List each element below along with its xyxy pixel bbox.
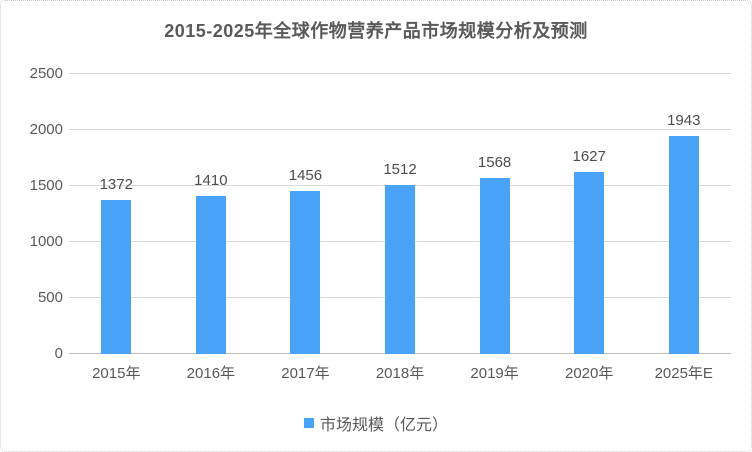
bar-value-label: 1410 xyxy=(194,172,228,190)
bar-slot: 1372 xyxy=(69,74,164,354)
x-axis: 2015年 2016年 2017年 2018年 2019年 2020年 2025年E xyxy=(69,364,731,384)
bar xyxy=(385,184,416,354)
y-tick-label: 1000 xyxy=(29,233,63,250)
y-tick-label: 2500 xyxy=(29,65,63,82)
bar-series: 1372 1410 1456 1512 1568 1627 1943 xyxy=(69,74,731,354)
x-tick-label: 2020年 xyxy=(564,365,614,382)
bar xyxy=(574,171,605,354)
gridline xyxy=(69,73,731,74)
x-tick-label: 2019年 xyxy=(470,365,519,382)
y-tick-label: 2000 xyxy=(29,121,63,138)
bar-slot: 1568 xyxy=(447,74,542,354)
bar-slot: 1943 xyxy=(636,74,731,354)
legend-swatch-icon xyxy=(303,418,314,428)
x-tick-label: 2017年 xyxy=(281,365,330,382)
plot-area: 1372 1410 1456 1512 1568 1627 1943 xyxy=(69,73,731,354)
bar-value-label: 1568 xyxy=(477,154,512,172)
bar-slot: 1410 xyxy=(164,74,259,354)
chart-title: 2015-2025年全球作物营养产品市场规模分析及预测 xyxy=(164,21,588,41)
y-tick-label: 1500 xyxy=(29,177,63,194)
y-tick-label: 0 xyxy=(54,345,63,362)
bar xyxy=(290,190,321,354)
legend: 市场规模（亿元） xyxy=(1,411,751,435)
legend-label: 市场规模（亿元） xyxy=(319,417,448,434)
x-tick-label: 2025年E xyxy=(654,365,713,382)
bar xyxy=(479,178,510,354)
x-tick-label: 2015年 xyxy=(92,365,141,382)
gridline xyxy=(69,129,731,130)
x-tick-label: 2018年 xyxy=(375,365,425,382)
y-tick-label: 500 xyxy=(37,289,63,306)
bar-value-label: 1943 xyxy=(667,112,701,130)
bar-slot: 1456 xyxy=(258,74,353,354)
bar xyxy=(668,136,699,354)
bar-value-label: 1512 xyxy=(383,160,417,178)
bar-value-label: 1456 xyxy=(288,166,323,184)
bar-value-label: 1627 xyxy=(572,147,606,165)
bar-slot: 1512 xyxy=(353,74,448,354)
bar xyxy=(195,196,226,354)
bar-slot: 1627 xyxy=(542,74,637,354)
x-tick-label: 2016年 xyxy=(186,365,236,382)
bar xyxy=(101,200,132,354)
bar-value-label: 1372 xyxy=(99,176,133,194)
